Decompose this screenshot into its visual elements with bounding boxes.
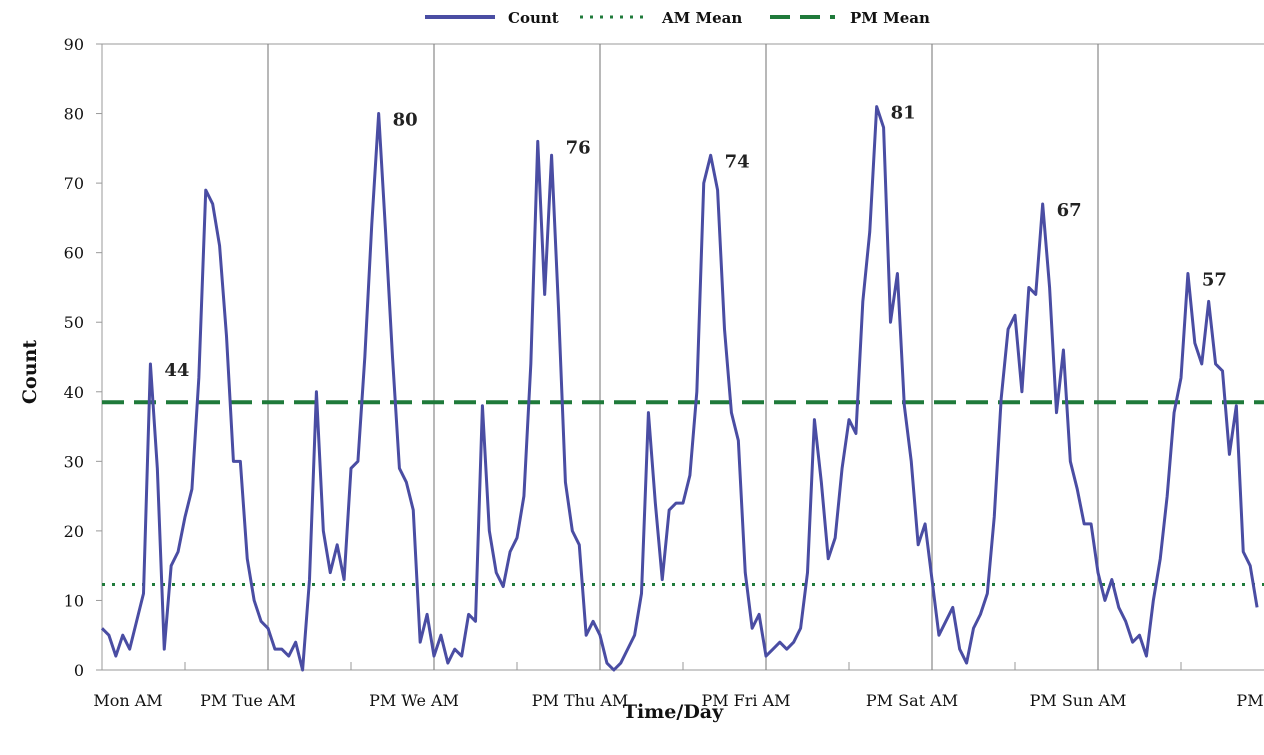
y-axis-title: Count	[19, 340, 41, 404]
y-tick-label: 20	[64, 522, 84, 541]
axes	[101, 43, 1264, 671]
legend-pm-mean-label: PM Mean	[850, 9, 930, 27]
y-tick-labels: 0 10 20 30 40 50 60 70 80 90	[64, 35, 102, 680]
x-tick-labels: Mon AM PM Tue AM PM We AM PM Thu AM PM Fri A…	[93, 691, 1263, 710]
y-tick-label: 70	[64, 174, 84, 193]
peak-label: 67	[1057, 200, 1082, 221]
peak-label: 81	[891, 103, 916, 124]
y-tick-label: 10	[64, 591, 84, 610]
x-tick-label: PM We AM	[369, 691, 459, 710]
x-axis-title: Time/Day	[623, 701, 724, 723]
x-tick-label: Mon AM	[93, 691, 162, 710]
y-tick-label: 80	[64, 105, 84, 124]
legend-count-label: Count	[508, 9, 559, 27]
y-tick-label: 90	[64, 35, 84, 54]
x-tick-label: PM Sun AM	[1030, 691, 1127, 710]
peak-label: 80	[393, 110, 418, 131]
y-tick-label: 50	[64, 313, 84, 332]
y-tick-label: 60	[64, 244, 84, 263]
peak-label: 76	[566, 137, 591, 158]
y-tick-label: 40	[64, 383, 84, 402]
x-tick-label: PM Fri AM	[701, 691, 790, 710]
series-count	[100, 105, 1259, 672]
legend-am-mean-label: AM Mean	[661, 9, 742, 27]
peak-label: 74	[725, 151, 750, 172]
x-tick-label: PM Tue AM	[200, 691, 296, 710]
x-tick-label: PM	[1236, 691, 1263, 710]
x-tick-label: PM Sat AM	[866, 691, 958, 710]
count-series-line	[100, 105, 1259, 672]
y-tick-label: 30	[64, 452, 84, 471]
legend: Count AM Mean PM Mean	[425, 9, 930, 27]
reference-lines	[102, 400, 1264, 586]
day-separators	[184, 44, 1182, 670]
peak-label: 44	[164, 360, 189, 381]
peak-annotations: 44 80 76 74 81 67 57	[164, 103, 1227, 381]
peak-label: 57	[1202, 270, 1227, 291]
y-tick-label: 0	[74, 661, 84, 680]
x-tick-label: PM Thu AM	[532, 691, 629, 710]
